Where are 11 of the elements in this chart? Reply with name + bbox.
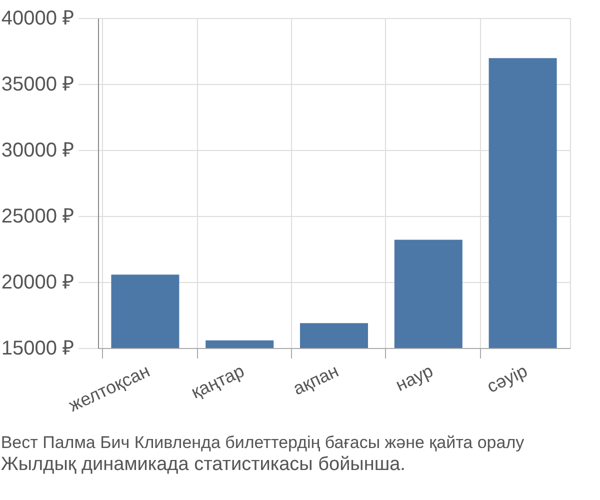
y-tick-label: 25000 ₽	[1, 206, 74, 228]
x-tick-label: наур	[392, 360, 436, 396]
y-tick-label: 20000 ₽	[1, 272, 74, 294]
y-tick-label: 15000 ₽	[1, 338, 74, 360]
text: Вест Палма Бич Кливленда билеттердің бағасы және қайта оралу	[0, 433, 525, 452]
y-tick-label: 30000 ₽	[1, 140, 74, 162]
text: Жылдық динамикада статистикасы бойынша.	[0, 454, 406, 476]
x-tick-label: ақпан	[290, 360, 342, 399]
y-tick-label: 35000 ₽	[1, 74, 74, 96]
y-tick-label: 40000 ₽	[1, 8, 74, 30]
x-tick-label: сәуір	[484, 360, 530, 397]
